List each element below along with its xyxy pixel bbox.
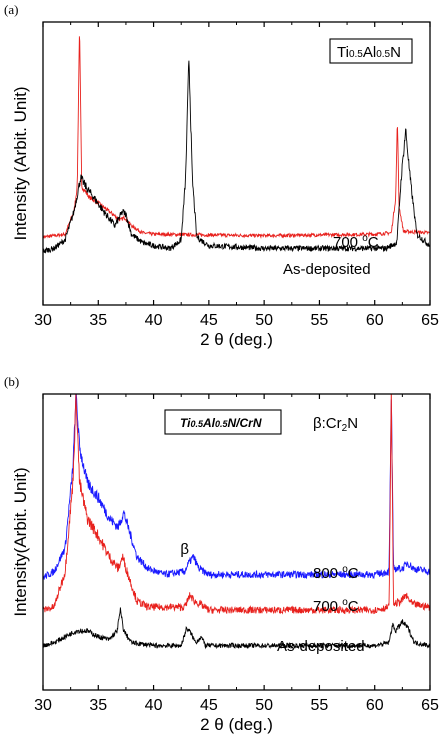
x-tick-label: 60 <box>366 312 384 329</box>
series-label-1: 700 oC <box>313 597 359 615</box>
x-tick-label: 35 <box>89 312 107 329</box>
series-line-1 <box>43 394 430 615</box>
composition-box <box>164 409 282 435</box>
panel-label: (a) <box>4 2 18 17</box>
chart-panel-a: (a) 30 35 40 45 50 55 60 65 2 θ (deg.) Intensity (… <box>4 2 439 349</box>
x-axis-label: 2 θ (deg.) <box>200 330 273 349</box>
composition-box <box>329 38 413 64</box>
series-group <box>43 36 430 254</box>
x-tick-label: 30 <box>34 697 52 714</box>
series-label-1: As-deposited <box>283 261 371 278</box>
x-tick-label: 40 <box>145 312 163 329</box>
x-tick-label: 50 <box>255 312 273 329</box>
x-tick-label: 40 <box>145 697 163 714</box>
x-tick-label: 30 <box>34 312 52 329</box>
composition-label: Ti0.5Al0.5N <box>337 44 401 61</box>
x-tick-label: 65 <box>421 312 439 329</box>
series-label-2: As-deposited <box>277 638 365 655</box>
series-label-0: 700 oC <box>333 233 379 251</box>
series-group <box>43 394 430 650</box>
beta-annotation: β <box>180 541 189 558</box>
composition-label: Ti0.5Al0.5N/CrN <box>180 416 262 430</box>
series-line-0 <box>43 36 430 239</box>
x-axis-label: 2 θ (deg.) <box>200 715 273 734</box>
phase-note: β:Cr2N <box>313 415 358 434</box>
y-axis-label: Intensity (Arbit. Unit) <box>11 87 30 241</box>
series-line-2 <box>43 607 430 650</box>
x-tick-label: 45 <box>200 312 218 329</box>
x-tick-label: 35 <box>89 697 107 714</box>
series-line-1 <box>43 60 430 254</box>
x-tick-label: 55 <box>311 697 329 714</box>
panel-label: (b) <box>4 374 19 389</box>
series-line-0 <box>43 394 430 580</box>
chart-panel-b: (b) 30 35 40 45 50 55 60 65 2 θ (deg.) Intensity(A… <box>4 374 439 734</box>
x-tick-label: 50 <box>255 697 273 714</box>
x-tick-label: 55 <box>311 312 329 329</box>
x-tick-label: 65 <box>421 697 439 714</box>
y-axis-label: Intensity(Arbit. Unit) <box>11 467 30 616</box>
plot-frame <box>42 21 431 306</box>
series-label-0: 800 oC <box>313 564 359 582</box>
x-tick-label: 60 <box>366 697 384 714</box>
x-tick-label: 45 <box>200 697 218 714</box>
